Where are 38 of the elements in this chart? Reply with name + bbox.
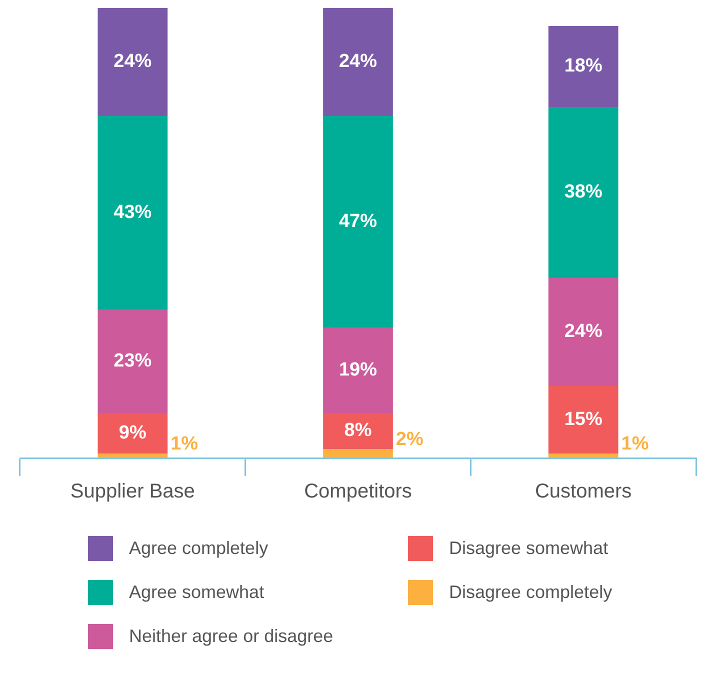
data-label: 18% [564, 56, 602, 77]
data-label: 38% [564, 182, 602, 203]
bar [548, 26, 618, 107]
data-label: 1% [170, 434, 198, 455]
legend-label: Disagree completely [449, 582, 612, 602]
bar [98, 8, 168, 116]
data-label: 24% [338, 51, 378, 72]
x-tick-label: Supplier Base [70, 480, 195, 503]
data-label: 23% [114, 350, 152, 372]
bar [323, 328, 393, 413]
legend-label: Agree completely [129, 538, 268, 558]
legend-label: Agree somewhat [129, 582, 264, 602]
x-tick-label: Customers [534, 480, 632, 503]
data-label: 47% [338, 210, 378, 232]
bar [323, 413, 393, 449]
bar [98, 454, 168, 458]
data-label: 24% [564, 321, 602, 342]
bar [548, 386, 618, 454]
bar [98, 310, 168, 413]
bar [98, 413, 168, 454]
data-label: 24% [114, 51, 152, 72]
data-label: 2% [396, 429, 424, 450]
bar [323, 116, 393, 328]
bar [323, 8, 393, 116]
bar [323, 449, 393, 458]
data-label: 15% [564, 408, 602, 430]
data-label: 1% [621, 434, 649, 455]
bar [548, 107, 618, 278]
x-tick-label: Competitors [304, 480, 412, 503]
data-label: 9% [118, 422, 146, 444]
data-label: 8% [344, 420, 372, 442]
bar [98, 116, 168, 310]
bar [548, 454, 618, 458]
data-label: 19% [338, 359, 378, 380]
bar [548, 278, 618, 386]
legend-label: Neither agree or disagree [129, 626, 334, 646]
legend-label: Disagree somewhat [449, 538, 608, 558]
data-label: 43% [114, 202, 152, 223]
